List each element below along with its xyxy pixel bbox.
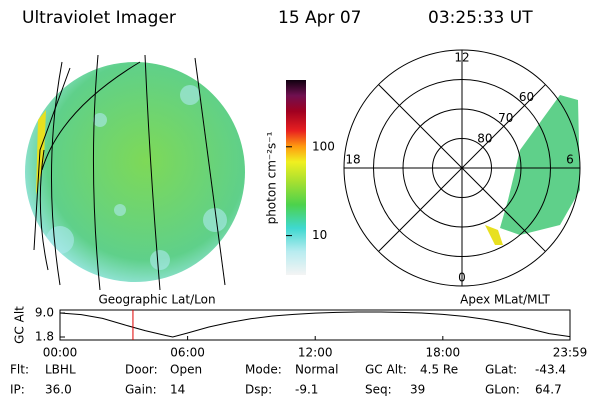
field-label: Dsp: [245,383,272,397]
colorbar-tick-label: 100 [312,139,335,153]
x-tick-label: 12:00 [298,346,333,360]
globe-image [25,54,245,291]
polar-diagonal [461,167,546,252]
field-label: GC Alt: [365,363,407,377]
field-value: 39 [410,383,425,397]
globe-label: Geographic Lat/Lon [98,293,215,307]
field-value: 36.0 [45,383,72,397]
field-value: LBHL [45,363,76,377]
colorbar-label: photon cm⁻²s⁻¹ [265,131,279,224]
field-label: GLat: [485,363,517,377]
x-tick-label: 00:00 [43,346,78,360]
globe-disc [25,62,245,282]
plot-frame [59,309,571,341]
time: 03:25:33 UT [428,8,533,28]
colorbar-axis: 10 100 [286,139,335,242]
polar-mlt-label: 6 [566,153,574,167]
auroral-oval [500,95,580,235]
field-value: 4.5 Re [420,363,458,377]
polar-ring-label: 80 [477,132,492,146]
y-tick-label: 1.8 [35,330,54,344]
polar-image [485,95,580,245]
field-label: Mode: [245,363,282,377]
x-tick-label: 18:00 [426,346,461,360]
x-tick-label: 06:00 [170,346,205,360]
field-label: GLon: [485,383,520,397]
field-value: -9.1 [295,383,318,397]
polar-ring-label: 70 [498,111,513,125]
field-label: Gain: [125,383,157,397]
polar-mlt-label: 12 [454,51,469,65]
polar-label: Apex MLat/MLT [460,293,550,307]
y-tick-label: 9.0 [35,306,54,320]
x-tick-label: 23:59 [553,346,588,360]
field-value: Normal [295,363,338,377]
field-value: 64.7 [535,383,562,397]
colorbar [286,80,306,275]
auroral-spot [485,225,503,245]
field-value: -43.4 [535,363,566,377]
lat-lon-grid [33,54,226,291]
field-value: 14 [170,383,185,397]
polar-diagonal [461,84,546,169]
y-axis-label: GC Alt [13,306,27,344]
polar-diagonal [378,167,463,252]
polar-ring-label: 60 [519,90,534,104]
altitude-line [59,311,571,338]
field-value: Open [170,363,202,377]
globe-texture [46,85,227,270]
polar-diagonal [378,84,463,169]
altitude-plot: 1.8 9.0 00:00 06:00 12:00 18:00 23:59 [35,306,587,360]
polar-mlt-label: 18 [345,153,360,167]
title: Ultraviolet Imager [22,8,176,28]
status-footer: Flt: LBHL Door: Open Mode: Normal GC Alt: 4.5 R… [10,363,566,397]
polar-mlt-label: 0 [458,271,466,285]
field-label: IP: [10,383,25,397]
field-label: Door: [125,363,158,377]
date: 15 Apr 07 [278,8,361,28]
field-label: Seq: [365,383,392,397]
field-label: Flt: [10,363,29,377]
colorbar-tick-label: 10 [312,228,327,242]
